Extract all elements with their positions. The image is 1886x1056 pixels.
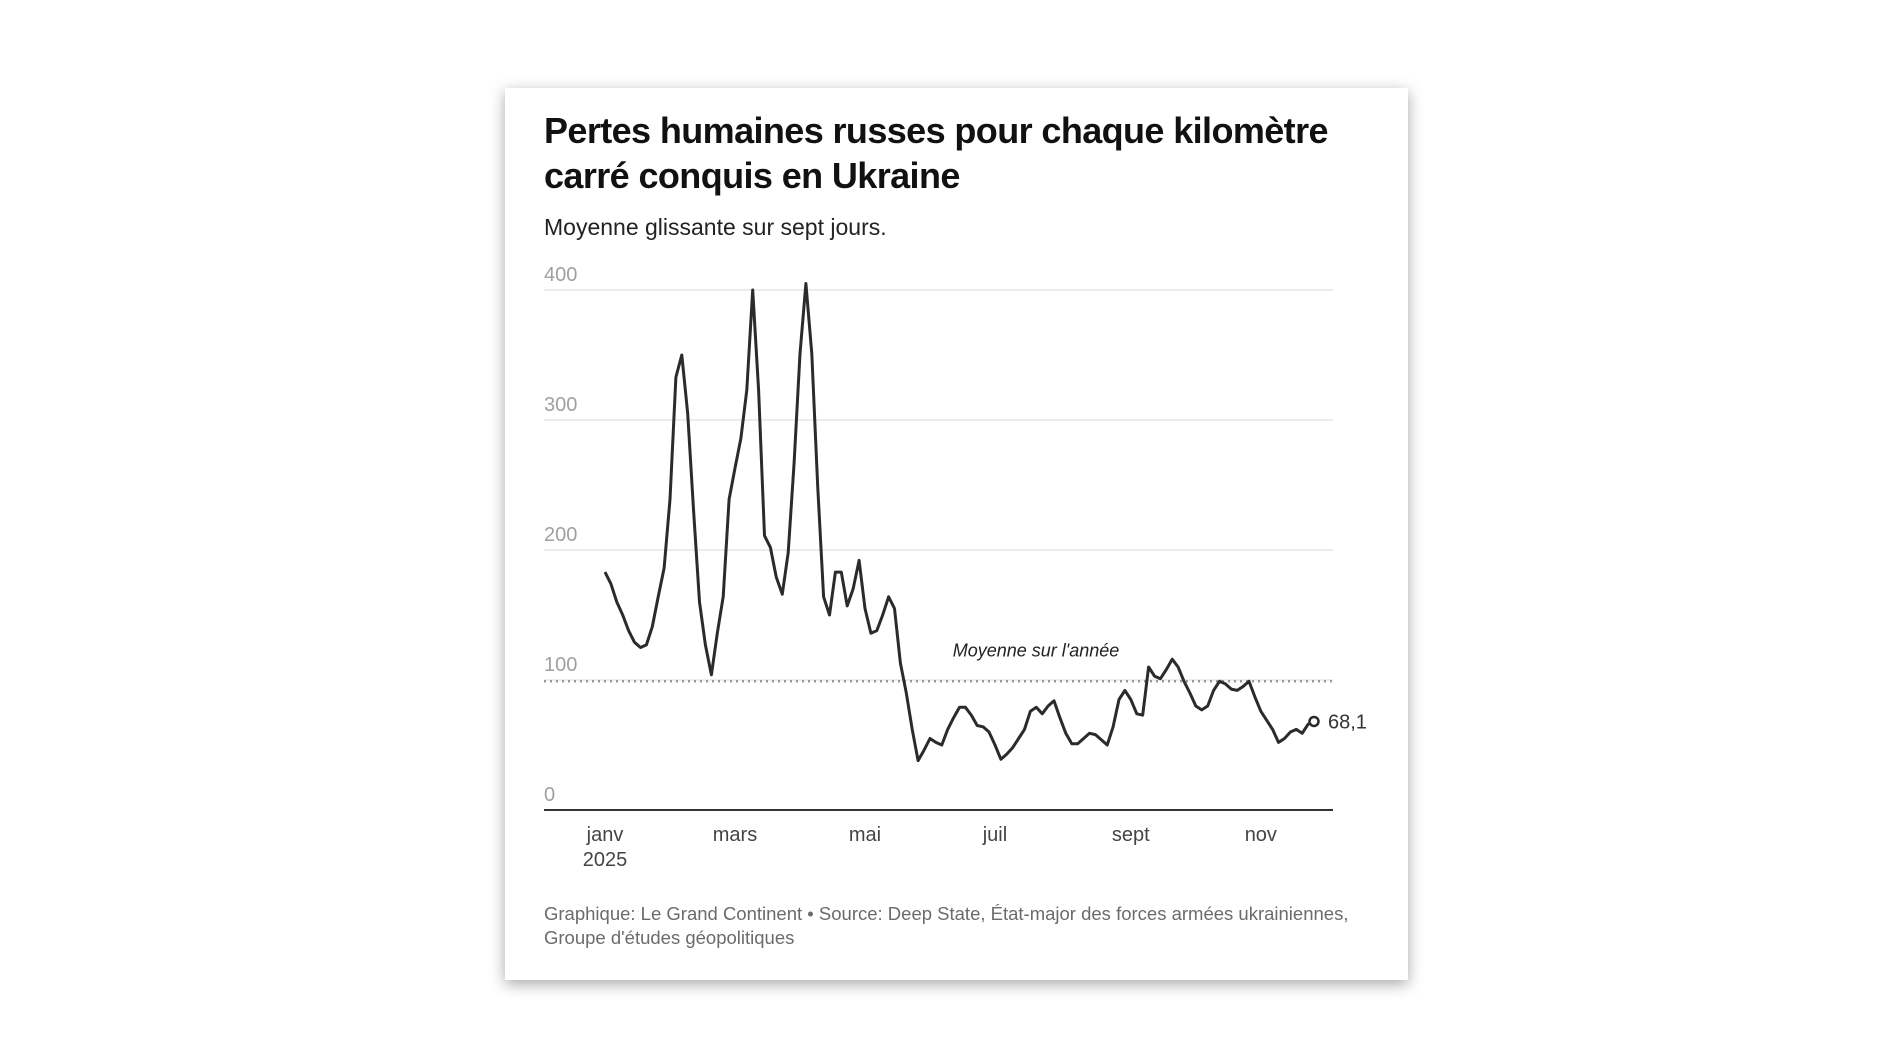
series-line bbox=[603, 282, 1315, 763]
y-tick-label: 0 bbox=[544, 784, 555, 806]
source-note: Graphique: Le Grand Continent • Source: … bbox=[544, 903, 1349, 948]
x-tick-sublabel: 2025 bbox=[583, 849, 628, 871]
y-tick-label: 400 bbox=[544, 264, 577, 286]
chart-subtitle: Moyenne glissante sur sept jours. bbox=[544, 214, 887, 240]
x-tick-label: mars bbox=[713, 824, 757, 846]
x-tick-label: mai bbox=[849, 824, 881, 846]
end-point bbox=[1308, 715, 1320, 728]
reference-label: Moyenne sur l'année bbox=[953, 640, 1120, 660]
x-tick-label: sept bbox=[1112, 824, 1150, 846]
y-tick-label: 300 bbox=[544, 394, 577, 416]
x-tick-label: janv bbox=[586, 824, 624, 846]
y-tick-label: 100 bbox=[544, 654, 577, 676]
y-tick-label: 200 bbox=[544, 524, 577, 546]
card: Pertes humaines russes pour chaque kilom… bbox=[505, 88, 1408, 980]
chart-title: Pertes humaines russes pour chaque kilom… bbox=[544, 110, 1329, 196]
x-tick-label: nov bbox=[1245, 824, 1277, 846]
value-label: 68,1 bbox=[1328, 711, 1367, 733]
x-tick-label: juil bbox=[982, 824, 1007, 846]
